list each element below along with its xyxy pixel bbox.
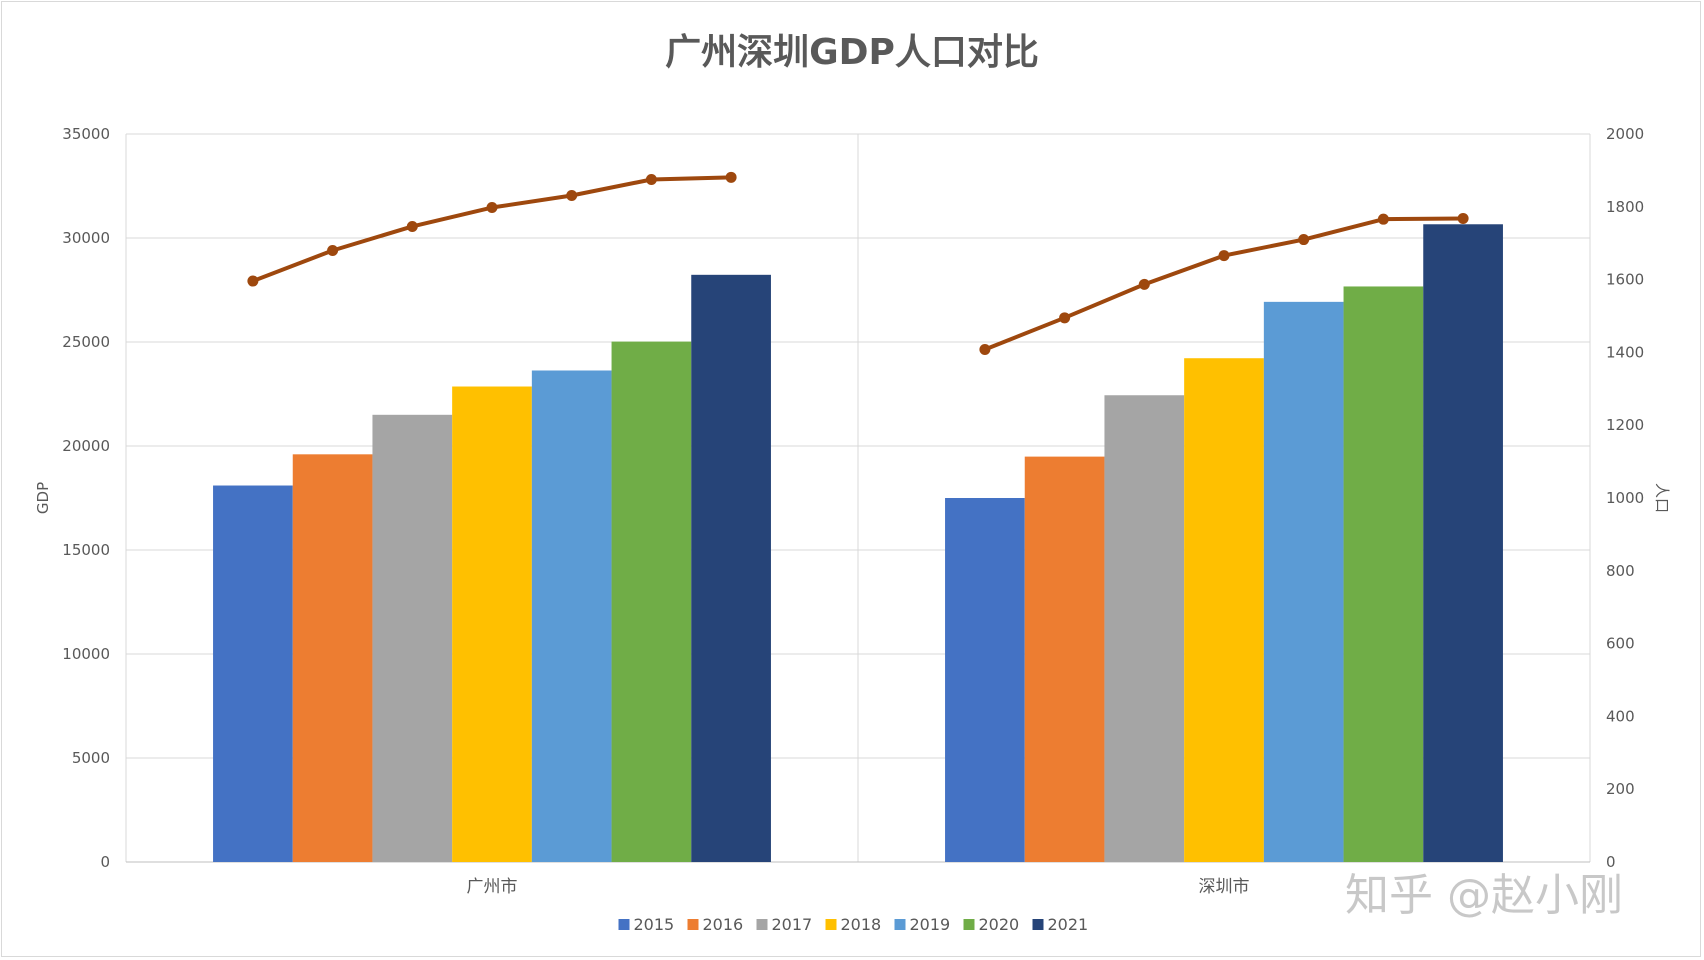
y2-tick-label: 1400 — [1606, 343, 1644, 361]
bar-2019-guangzhou — [531, 370, 612, 862]
chart-title: 广州深圳GDP人口对比 — [665, 32, 1039, 73]
population-point — [1218, 250, 1230, 262]
legend-label-2016: 2016 — [703, 915, 744, 934]
population-point — [486, 202, 498, 214]
bar-2021-shenzhen — [1423, 224, 1503, 863]
y2-tick-label: 1800 — [1606, 198, 1644, 216]
population-point — [1059, 312, 1071, 324]
bar-series — [213, 224, 1503, 863]
bar-2019-shenzhen — [1263, 301, 1344, 863]
y-axis-ticks: 0 5000 10000 15000 20000 25000 30000 35000 — [62, 125, 110, 871]
y2-tick-label: 200 — [1606, 780, 1635, 798]
y2-tick-label: 2000 — [1606, 125, 1644, 143]
population-point — [1298, 234, 1310, 246]
bar-2018-shenzhen — [1184, 358, 1264, 862]
bar-2017-shenzhen — [1104, 395, 1185, 862]
bar-2021-guangzhou — [691, 274, 771, 862]
population-point — [725, 171, 737, 183]
y-axis-title: GDP — [34, 482, 52, 514]
legend-swatch-2021 — [1032, 919, 1044, 930]
y2-axis-title: 人口 — [1653, 483, 1671, 513]
y2-tick-label: 800 — [1606, 562, 1635, 580]
legend-swatch-2020 — [963, 919, 975, 930]
legend-swatch-2016 — [687, 919, 699, 930]
watermark: 知乎 @赵小刚 — [1345, 870, 1623, 921]
y-tick-label: 0 — [100, 853, 110, 871]
y2-tick-label: 1600 — [1606, 271, 1644, 289]
bar-2016-guangzhou — [292, 454, 373, 862]
bar-2016-shenzhen — [1024, 456, 1105, 862]
y2-tick-label: 400 — [1606, 707, 1635, 725]
legend-label-2018: 2018 — [841, 915, 882, 934]
legend-swatch-2017 — [756, 919, 768, 930]
y-tick-label: 10000 — [62, 645, 110, 663]
category-labels: 广州市 深圳市 — [467, 877, 1250, 897]
y-tick-label: 25000 — [62, 333, 110, 351]
y-tick-label: 35000 — [62, 125, 110, 143]
y-tick-label: 15000 — [62, 541, 110, 559]
y2-tick-label: 1200 — [1606, 416, 1644, 434]
bar-2017-guangzhou — [372, 414, 453, 862]
legend-label-2017: 2017 — [772, 915, 813, 934]
population-line-guangzhou — [252, 175, 732, 283]
legend-swatch-2019 — [894, 919, 906, 930]
y2-tick-label: 1000 — [1606, 489, 1644, 507]
bar-2018-guangzhou — [452, 386, 532, 862]
category-label: 深圳市 — [1199, 877, 1250, 897]
legend: 2015 2016 2017 2018 2019 2020 2021 — [618, 915, 1089, 934]
population-point — [327, 244, 339, 256]
legend-label-2019: 2019 — [910, 915, 951, 934]
population-point — [1377, 213, 1389, 225]
y2-tick-label: 0 — [1606, 853, 1616, 871]
y2-tick-label: 600 — [1606, 635, 1635, 653]
population-point — [979, 343, 991, 355]
legend-label-2021: 2021 — [1048, 915, 1089, 934]
y-tick-label: 20000 — [62, 437, 110, 455]
bar-2020-guangzhou — [611, 341, 692, 863]
population-point — [645, 174, 657, 185]
population-point — [566, 190, 578, 202]
legend-label-2015: 2015 — [634, 915, 675, 934]
y-tick-label: 30000 — [62, 229, 110, 247]
population-point — [1457, 212, 1469, 224]
bar-2020-shenzhen — [1343, 286, 1424, 862]
population-point — [406, 220, 418, 232]
bar-2015-shenzhen — [945, 498, 1025, 862]
category-label: 广州市 — [467, 877, 518, 897]
population-point — [1138, 278, 1150, 290]
legend-label-2020: 2020 — [979, 915, 1020, 934]
population-lines — [247, 171, 1469, 355]
y-tick-label: 5000 — [72, 749, 110, 767]
y2-axis-ticks: 0 200 400 600 800 1000 1200 1400 1600 1800 2000 — [1606, 125, 1644, 871]
legend-swatch-2018 — [825, 919, 837, 930]
population-point — [247, 275, 259, 287]
bar-2015-guangzhou — [213, 485, 293, 862]
legend-swatch-2015 — [618, 919, 630, 930]
